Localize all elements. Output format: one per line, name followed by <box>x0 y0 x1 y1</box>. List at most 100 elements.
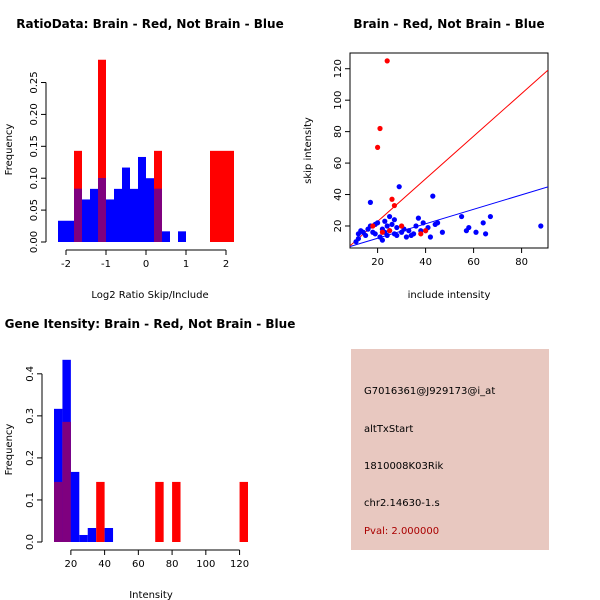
scatter-point-notbrain <box>372 231 378 237</box>
ratio-bar-notbrain <box>122 167 130 242</box>
gene-name-text: 1810008K03Rik <box>364 461 444 472</box>
ratio-y-tick-label: 0.05 <box>29 199 40 221</box>
ratio-bar-notbrain <box>66 220 74 242</box>
ratio-y-tick-label: 0.25 <box>29 71 40 93</box>
ratio-bar-notbrain <box>90 188 98 242</box>
scatter-point-notbrain <box>394 232 400 239</box>
ratio-bar-brain <box>210 150 218 242</box>
scatter-point-notbrain <box>439 229 445 235</box>
intensity-x-tick-label: 80 <box>166 559 179 570</box>
scatter-point-notbrain <box>396 184 402 190</box>
scatter-point-brain <box>399 223 405 229</box>
ratio-bar-overlap <box>74 188 82 242</box>
pval-text: Pval: 2.000000 <box>364 526 440 537</box>
scatter-point-notbrain <box>394 224 400 231</box>
ratio-bar-notbrain <box>130 188 138 242</box>
scatter-point-notbrain <box>430 193 436 199</box>
scatter-point-notbrain <box>427 234 433 240</box>
scatter-point-notbrain <box>538 223 544 229</box>
intensity-bar-notbrain <box>104 527 114 542</box>
scatter-y-tick-label: 20 <box>333 220 344 233</box>
scatter-point-notbrain <box>363 232 369 239</box>
scatter-point-brain <box>384 58 390 64</box>
event-type-text: altTxStart <box>364 424 414 435</box>
ratio-y-tick-label: 0.15 <box>29 135 40 157</box>
scatter-x-tick-label: 20 <box>371 257 384 268</box>
scatter-point-notbrain <box>411 231 417 237</box>
scatter-point-notbrain <box>375 220 381 226</box>
ratio-x-tick-label: 0 <box>143 259 149 270</box>
intensity-ylabel: Frequency <box>4 424 15 476</box>
scatter-y-tick-label: 80 <box>333 125 344 138</box>
intensity-y-tick-label: 0.4 <box>25 366 36 382</box>
intensity-bar-brain <box>96 481 105 542</box>
location-text: chr2.14630-1.s <box>364 498 440 509</box>
scatter-point-brain <box>379 229 385 235</box>
intensity-y-tick-label: 0.2 <box>25 450 36 466</box>
scatter-plot-frame <box>349 52 549 249</box>
ratio-bar-notbrain <box>162 231 170 242</box>
scatter-point-notbrain <box>379 237 385 243</box>
scatter-y-tick-label: 60 <box>333 157 344 170</box>
scatter-x-tick-label: 80 <box>515 257 528 268</box>
scatter-point-notbrain <box>389 221 395 228</box>
ratio-bar-notbrain <box>146 178 154 242</box>
scatter-point-notbrain <box>480 220 486 226</box>
scatter-point-notbrain <box>487 213 493 220</box>
scatter-fit-line-brain <box>350 69 548 247</box>
scatter-point-notbrain <box>391 217 397 223</box>
ratio-x-tick-label: -2 <box>61 259 71 270</box>
intensity-x-tick-label: 40 <box>98 559 111 570</box>
intensity-bar-brain <box>172 481 181 542</box>
scatter-point-notbrain <box>466 224 472 231</box>
scatter-point-brain <box>370 223 376 229</box>
ratio-x-tick-label: -1 <box>101 259 111 270</box>
scatter-point-notbrain <box>473 229 479 235</box>
ratio-xlabel: Log2 Ratio Skip/Include <box>91 290 208 301</box>
scatter-fit-line-notbrain <box>350 186 548 248</box>
ratio-bar-brain <box>98 59 106 242</box>
scatter-point-notbrain <box>483 231 489 237</box>
scatter-point-brain <box>389 196 395 202</box>
ratio-bar-notbrain <box>58 220 66 242</box>
intensity-bar-brain <box>155 481 164 542</box>
intensity-x-tick-label: 100 <box>196 559 215 570</box>
intensity-y-tick-label: 0.1 <box>25 492 36 508</box>
ratio-x-tick-label: 1 <box>183 259 189 270</box>
ratio-x-tick-label: 2 <box>223 259 229 270</box>
intensity-title: Gene Itensity: Brain - Red, Not Brain - … <box>5 317 296 331</box>
scatter-point-notbrain <box>387 213 393 220</box>
scatter-point-brain <box>377 125 383 132</box>
probe-id-text: G7016361@J929173@i_at <box>364 386 496 397</box>
scatter-point-notbrain <box>382 218 388 224</box>
scatter-point-brain <box>423 228 429 234</box>
scatter-point-notbrain <box>406 228 412 234</box>
ratio-bar-overlap <box>154 188 162 242</box>
ratio-y-tick-label: 0.00 <box>29 231 40 253</box>
scatter-point-brain <box>375 144 381 150</box>
scatter-point-notbrain <box>355 235 361 242</box>
scatter-y-tick-label: 40 <box>333 188 344 201</box>
intensity-bar-brain <box>239 481 248 542</box>
scatter-x-tick-label: 40 <box>419 257 432 268</box>
scatter-y-tick-label: 120 <box>333 59 344 78</box>
intensity-bar-overlap <box>62 421 71 542</box>
scatter-point-notbrain <box>435 220 441 226</box>
ratio-y-tick-label: 0.20 <box>29 103 40 125</box>
scatter-point-brain <box>387 228 393 234</box>
scatter-point-brain <box>418 231 424 237</box>
intensity-y-tick-label: 0.0 <box>25 534 36 550</box>
scatter-point-notbrain <box>415 215 421 221</box>
scatter-ylabel: skip intensity <box>303 117 314 184</box>
scatter-point-notbrain <box>459 213 465 220</box>
gene-info-box: G7016361@J929173@i_at altTxStart 1810008… <box>351 349 549 550</box>
intensity-bar-notbrain <box>54 408 63 542</box>
scatter-y-tick-label: 100 <box>333 91 344 110</box>
ratio-bar-notbrain <box>106 199 114 242</box>
intensity-x-tick-label: 60 <box>132 559 145 570</box>
ratio-y-tick-label: 0.10 <box>29 167 40 189</box>
ratio-bar-notbrain <box>178 231 186 242</box>
intensity-x-tick-label: 20 <box>65 559 78 570</box>
